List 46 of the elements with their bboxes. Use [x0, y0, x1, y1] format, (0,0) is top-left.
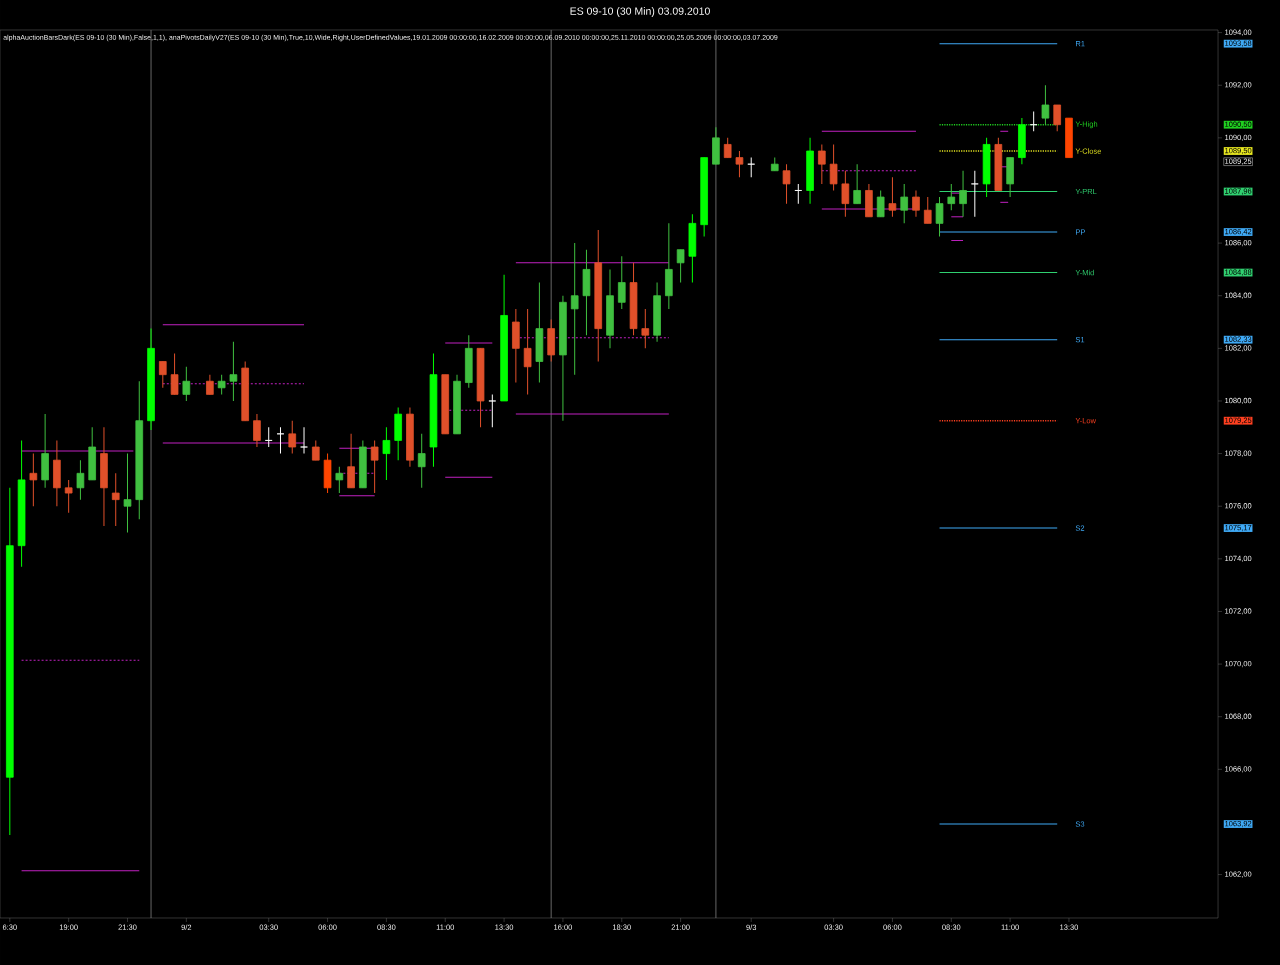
candlestick — [335, 466, 344, 494]
candlestick — [276, 426, 285, 455]
candlestick — [617, 255, 626, 310]
candlestick — [417, 433, 426, 489]
candlestick — [723, 137, 732, 159]
candlestick — [158, 361, 167, 389]
candlestick — [900, 183, 909, 224]
candlestick — [229, 341, 238, 402]
candlestick — [217, 374, 226, 395]
candlestick — [782, 163, 791, 205]
candlestick — [971, 170, 979, 218]
candlestick — [488, 393, 497, 428]
candlestick — [853, 163, 861, 205]
candlestick — [818, 143, 826, 185]
candlestick — [841, 170, 850, 218]
candlestick — [382, 426, 391, 481]
candlestick — [311, 439, 320, 461]
candlestick — [170, 353, 179, 395]
candlestick — [912, 189, 920, 218]
candlestick — [676, 249, 685, 284]
candlestick — [29, 453, 38, 507]
candlestick — [959, 170, 967, 218]
candlestick — [300, 426, 308, 455]
candlestick — [206, 374, 214, 395]
candlestick — [947, 183, 956, 211]
candlestick — [735, 150, 744, 178]
candlestick — [347, 433, 355, 489]
candlestick — [111, 472, 120, 527]
candlestick — [253, 413, 261, 448]
candlestick — [641, 308, 650, 349]
candlestick — [829, 143, 838, 191]
chart-title: ES 09-10 (30 Min) 03.09.2010 — [570, 7, 710, 17]
candlestick — [370, 439, 379, 494]
candlestick — [288, 420, 297, 455]
candlestick — [182, 366, 191, 402]
candlestick — [876, 189, 885, 218]
candlestick — [923, 196, 932, 224]
candlestick — [64, 479, 73, 514]
candlestick — [1041, 84, 1050, 126]
candlestick — [123, 453, 132, 534]
candlestick — [76, 459, 85, 501]
candlestick — [888, 176, 897, 218]
candlestick — [570, 242, 579, 376]
candlestick — [523, 308, 532, 395]
candlestick — [1053, 104, 1062, 132]
candlestick — [935, 196, 944, 238]
